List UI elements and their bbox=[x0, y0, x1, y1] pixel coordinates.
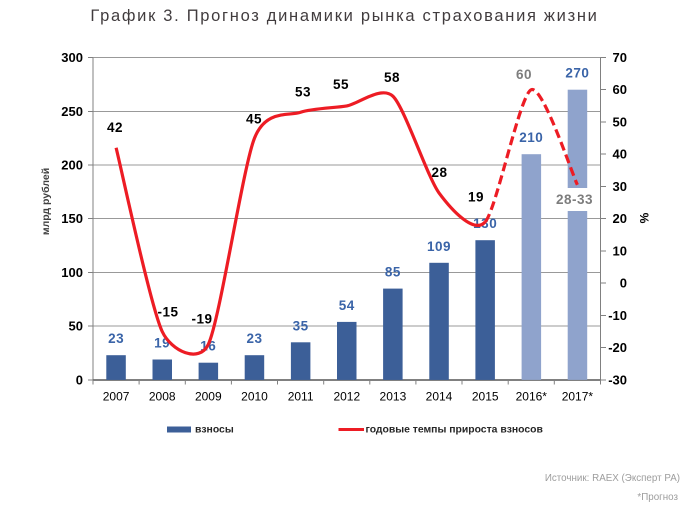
svg-text:2009: 2009 bbox=[195, 390, 222, 404]
svg-text:*Прогноз: *Прогноз bbox=[637, 492, 678, 503]
svg-text:-10: -10 bbox=[608, 308, 627, 323]
svg-text:50: 50 bbox=[69, 318, 83, 333]
svg-text:-30: -30 bbox=[608, 372, 627, 387]
svg-text:250: 250 bbox=[61, 104, 83, 119]
svg-text:млрд рублей: млрд рублей bbox=[40, 168, 52, 235]
svg-text:годовые темпы прироста взносо: годовые темпы прироста взносов bbox=[366, 425, 543, 436]
svg-text:0: 0 bbox=[76, 372, 83, 387]
svg-text:взносы: взносы bbox=[195, 425, 234, 436]
svg-text:График 3. Прогноз динамики рын: График 3. Прогноз динамики рынка страхов… bbox=[90, 7, 598, 25]
svg-text:40: 40 bbox=[613, 147, 627, 162]
svg-text:23: 23 bbox=[246, 331, 262, 346]
svg-text:45: 45 bbox=[246, 112, 262, 127]
svg-text:210: 210 bbox=[519, 130, 543, 145]
svg-text:28: 28 bbox=[431, 165, 447, 180]
svg-text:2015: 2015 bbox=[472, 390, 499, 404]
svg-text:85: 85 bbox=[385, 265, 401, 280]
svg-text:2008: 2008 bbox=[149, 390, 176, 404]
svg-text:53: 53 bbox=[295, 85, 311, 100]
svg-text:2010: 2010 bbox=[241, 390, 268, 404]
svg-text:-15: -15 bbox=[157, 305, 178, 320]
svg-text:2016*: 2016* bbox=[516, 390, 548, 404]
svg-text:2012: 2012 bbox=[333, 390, 360, 404]
svg-text:-19: -19 bbox=[191, 311, 212, 326]
svg-text:50: 50 bbox=[613, 114, 627, 129]
svg-text:23: 23 bbox=[108, 331, 124, 346]
svg-text:2011: 2011 bbox=[288, 390, 314, 404]
svg-text:0: 0 bbox=[620, 276, 627, 291]
svg-text:60: 60 bbox=[516, 67, 532, 82]
svg-text:10: 10 bbox=[613, 243, 627, 258]
svg-text:70: 70 bbox=[613, 50, 627, 65]
svg-text:270: 270 bbox=[565, 66, 589, 81]
svg-text:109: 109 bbox=[427, 239, 451, 254]
svg-text:150: 150 bbox=[61, 211, 83, 226]
svg-text:20: 20 bbox=[613, 211, 627, 226]
svg-text:200: 200 bbox=[61, 157, 83, 172]
svg-text:%: % bbox=[638, 212, 652, 223]
svg-text:55: 55 bbox=[333, 77, 349, 92]
svg-text:2007: 2007 bbox=[103, 390, 130, 404]
svg-text:30: 30 bbox=[613, 179, 627, 194]
svg-text:35: 35 bbox=[293, 318, 309, 333]
svg-text:2013: 2013 bbox=[380, 390, 407, 404]
svg-text:2014: 2014 bbox=[426, 390, 453, 404]
svg-text:42: 42 bbox=[107, 120, 123, 135]
svg-text:-20: -20 bbox=[608, 340, 627, 355]
svg-text:Источник: RAEX (Эксперт РА): Источник: RAEX (Эксперт РА) bbox=[545, 473, 680, 484]
svg-text:58: 58 bbox=[384, 70, 400, 85]
svg-text:100: 100 bbox=[61, 265, 83, 280]
svg-text:19: 19 bbox=[468, 190, 484, 205]
svg-text:54: 54 bbox=[339, 298, 355, 313]
svg-text:28-33: 28-33 bbox=[556, 192, 593, 207]
svg-text:300: 300 bbox=[61, 50, 83, 65]
svg-text:60: 60 bbox=[613, 82, 627, 97]
svg-text:2017*: 2017* bbox=[562, 390, 594, 404]
